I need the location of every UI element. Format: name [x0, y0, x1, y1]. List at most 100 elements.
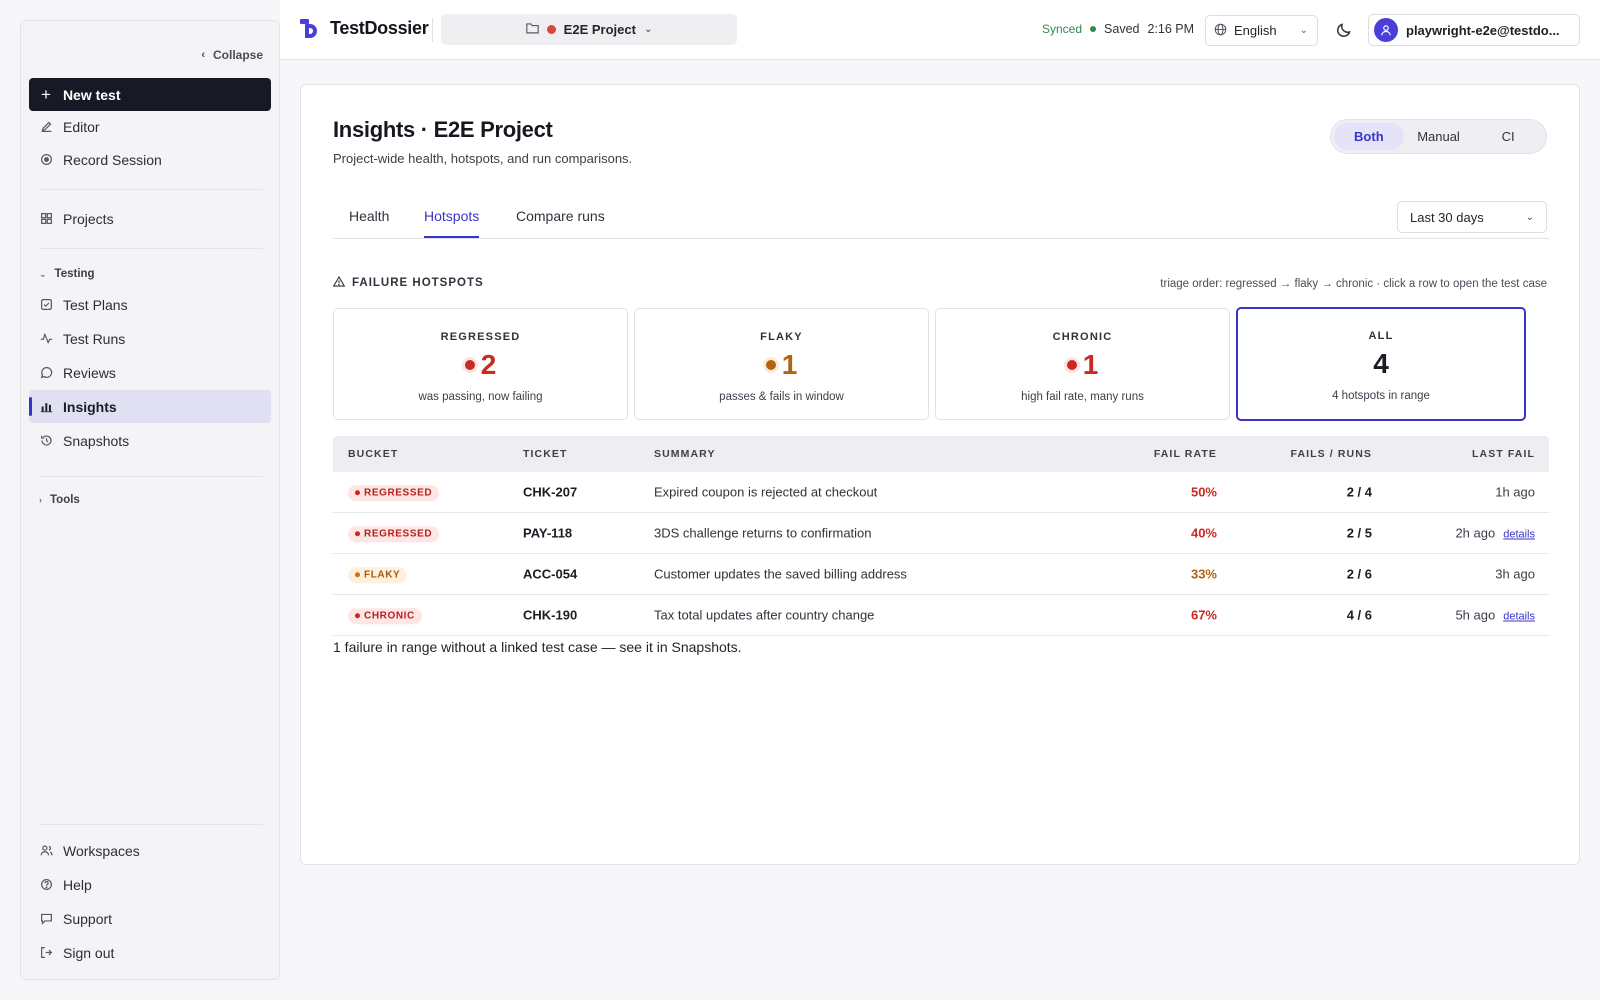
sidebar-item-label: Record Session — [63, 151, 162, 168]
project-switcher[interactable]: E2E Project ⌄ — [441, 14, 737, 45]
sidebar: ‹ Collapse + New test Editor Record Sess… — [20, 20, 280, 980]
ticket-id: CHK-207 — [523, 484, 578, 500]
sidebar-item-insights[interactable]: Insights — [29, 390, 271, 423]
details-link[interactable]: details — [1503, 528, 1535, 541]
account-email: playwright-e2e@testdo... — [1406, 22, 1560, 38]
moon-icon — [1337, 23, 1351, 37]
stat-card-flaky[interactable]: FLAKY 1 passes & fails in window — [634, 308, 929, 420]
segment-ci[interactable]: CI — [1501, 129, 1515, 144]
sidebar-item-workspaces[interactable]: Workspaces — [29, 834, 271, 867]
project-color-dot — [546, 25, 556, 34]
stat-value: 1 — [635, 349, 928, 381]
source-filter: Both Manual CI — [1330, 119, 1547, 154]
insights-tabs: Health Hotspots Compare runs — [333, 198, 1549, 239]
table-header: BUCKET TICKET SUMMARY FAIL RATE FAILS / … — [333, 436, 1549, 472]
group-tools-label: Tools — [50, 494, 80, 506]
avatar — [1374, 18, 1398, 42]
warning-icon — [332, 275, 346, 290]
sidebar-item-label: Support — [63, 910, 113, 927]
stat-number: 1 — [1082, 349, 1099, 380]
stat-card-all[interactable]: ALL 4 4 hotspots in range — [1236, 307, 1526, 421]
theme-toggle[interactable] — [1332, 18, 1356, 42]
sidebar-item-snapshots[interactable]: Snapshots — [29, 424, 271, 457]
ticket-id: PAY-118 — [523, 525, 573, 541]
last-fail-cell: 2h ago details — [1455, 526, 1535, 541]
chevron-right-icon: › — [39, 495, 42, 505]
status-dot — [765, 360, 776, 370]
tab-compare-runs[interactable]: Compare runs — [516, 208, 605, 224]
last-fail: 2h ago — [1455, 525, 1496, 541]
collapse-button[interactable]: ‹ Collapse — [201, 48, 263, 62]
ticket-id: ACC-054 — [523, 566, 578, 582]
summary: 3DS challenge returns to confirmation — [654, 525, 872, 541]
grid-icon — [39, 212, 53, 226]
segment-manual[interactable]: Manual — [1417, 129, 1460, 144]
new-test-button[interactable]: + New test — [29, 78, 271, 111]
tab-health[interactable]: Health — [349, 208, 390, 224]
details-link[interactable]: details — [1503, 610, 1535, 623]
chevron-down-icon: ⌄ — [1299, 25, 1308, 36]
col-bucket[interactable]: BUCKET — [348, 448, 399, 460]
stat-card-chronic[interactable]: CHRONIC 1 high fail rate, many runs — [935, 308, 1230, 420]
divider — [39, 248, 263, 249]
sidebar-item-support[interactable]: Support — [29, 902, 271, 935]
sidebar-item-sign-out[interactable]: Sign out — [29, 936, 271, 969]
bar-chart-icon — [39, 400, 53, 414]
sidebar-item-test-plans[interactable]: Test Plans — [29, 288, 271, 321]
sidebar-item-record-session[interactable]: Record Session — [29, 143, 271, 176]
record-icon — [39, 153, 53, 167]
chevron-down-icon: ⌄ — [1525, 211, 1534, 223]
last-fail: 3h ago — [1495, 566, 1535, 582]
stat-description: was passing, now failing — [418, 391, 543, 403]
project-name: E2E Project — [563, 22, 636, 37]
stat-description: passes & fails in window — [719, 391, 844, 403]
help-icon — [39, 878, 53, 892]
stat-card-regressed[interactable]: REGRESSED 2 was passing, now failing — [333, 308, 628, 420]
sidebar-item-reviews[interactable]: Reviews — [29, 356, 271, 389]
status-dot — [1066, 360, 1077, 370]
date-range-select[interactable]: Last 30 days ⌄ — [1397, 201, 1547, 233]
sidebar-item-editor[interactable]: Editor — [29, 110, 271, 143]
plus-icon: + — [41, 85, 51, 104]
stat-number: 4 — [1373, 348, 1389, 379]
summary: Expired coupon is rejected at checkout — [654, 484, 878, 500]
stat-label: CHRONIC — [1052, 331, 1113, 343]
sidebar-item-help[interactable]: Help — [29, 868, 271, 901]
sidebar-item-label: Sign out — [63, 944, 115, 961]
activity-icon — [39, 332, 53, 346]
col-last-fail[interactable]: LAST FAIL — [1472, 448, 1535, 460]
fail-rate: 33% — [1190, 566, 1217, 582]
bucket-badge: REGRESSED — [348, 525, 440, 542]
segment-both[interactable]: Both — [1334, 123, 1404, 150]
sidebar-item-label: Editor — [63, 118, 100, 135]
col-ticket[interactable]: TICKET — [523, 448, 568, 460]
stat-label: ALL — [1368, 330, 1394, 342]
table-row[interactable]: REGRESSED CHK-207 Expired coupon is reje… — [333, 472, 1549, 513]
triage-note: triage order: regressed → flaky → chroni… — [1160, 278, 1547, 290]
tab-hotspots[interactable]: Hotspots — [424, 208, 480, 238]
divider — [39, 824, 263, 825]
group-testing-toggle[interactable]: ⌄ Testing — [39, 268, 95, 280]
stat-number: 2 — [480, 349, 497, 380]
divider — [432, 18, 433, 42]
chevron-down-icon: ⌄ — [643, 24, 653, 35]
account-menu[interactable]: playwright-e2e@testdo... — [1368, 14, 1580, 46]
fail-rate: 50% — [1190, 484, 1217, 500]
col-fail-rate[interactable]: FAIL RATE — [1153, 448, 1217, 460]
language-select[interactable]: English ⌄ — [1205, 15, 1318, 46]
table-row[interactable]: REGRESSED PAY-118 3DS challenge returns … — [333, 513, 1549, 554]
sidebar-item-projects[interactable]: Projects — [29, 202, 271, 235]
stat-value: 2 — [334, 349, 627, 381]
fails-runs: 2 / 5 — [1346, 525, 1372, 541]
col-fails-runs[interactable]: FAILS / RUNS — [1290, 448, 1372, 460]
unlinked-failures-note: 1 failure in range without a linked test… — [333, 639, 742, 655]
sidebar-item-test-runs[interactable]: Test Runs — [29, 322, 271, 355]
brand[interactable]: TestDossier — [300, 17, 429, 39]
bucket-badge: CHRONIC — [348, 607, 422, 624]
group-testing-label: Testing — [54, 268, 95, 280]
table-row[interactable]: CHRONIC CHK-190 Tax total updates after … — [333, 595, 1549, 636]
stat-label: REGRESSED — [440, 331, 521, 343]
table-row[interactable]: FLAKY ACC-054 Customer updates the saved… — [333, 554, 1549, 595]
col-summary[interactable]: SUMMARY — [654, 448, 716, 460]
group-tools-toggle[interactable]: › Tools — [39, 494, 80, 506]
